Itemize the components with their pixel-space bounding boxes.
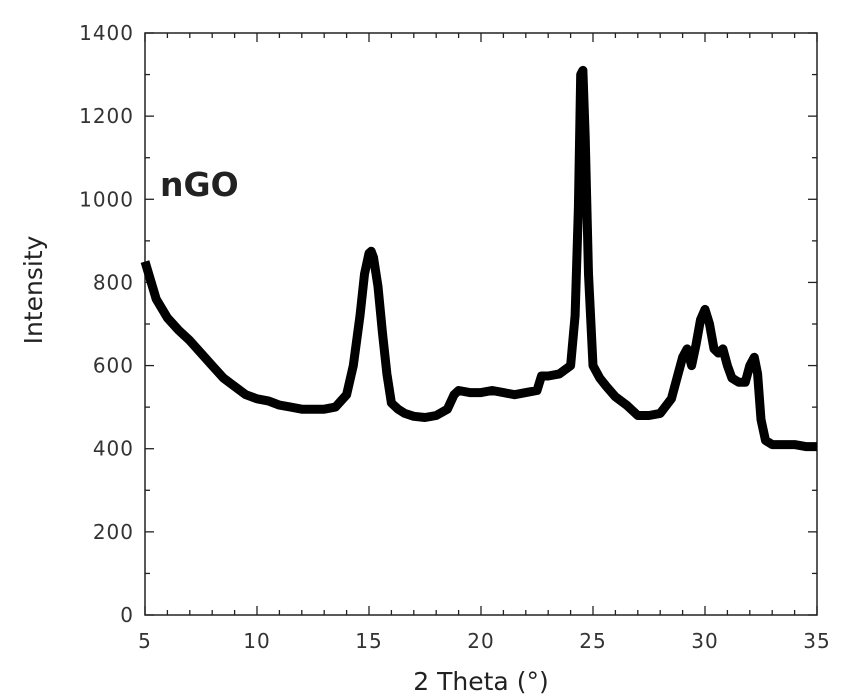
y-tick-label: 800 [93, 270, 134, 294]
x-tick-label: 20 [467, 629, 494, 653]
x-tick-label: 35 [803, 629, 830, 653]
y-tick-label: 0 [120, 603, 134, 627]
y-tick-label: 600 [93, 354, 134, 378]
x-tick-label: 15 [355, 629, 382, 653]
y-tick-label: 1000 [79, 187, 134, 211]
y-tick-label: 400 [93, 437, 134, 461]
y-axis-title: Intensity [19, 235, 48, 344]
y-tick-label: 1400 [79, 21, 134, 45]
x-tick-labels: 5 10 15 20 25 30 35 [138, 629, 830, 653]
x-tick-label: 5 [138, 629, 152, 653]
x-tick-label: 10 [243, 629, 270, 653]
sample-label-annotation: nGO [160, 165, 239, 204]
y-tick-labels: 0 200 400 600 800 1000 1200 1400 [79, 21, 134, 627]
x-axis-title: 2 Theta (°) [413, 667, 548, 696]
y-tick-label: 200 [93, 520, 134, 544]
intensity-series-line [140, 65, 817, 452]
plot-frame [144, 32, 818, 616]
axis-ticks [144, 32, 818, 616]
x-tick-label: 25 [579, 629, 606, 653]
y-tick-label: 1200 [79, 104, 134, 128]
x-tick-label: 30 [691, 629, 718, 653]
